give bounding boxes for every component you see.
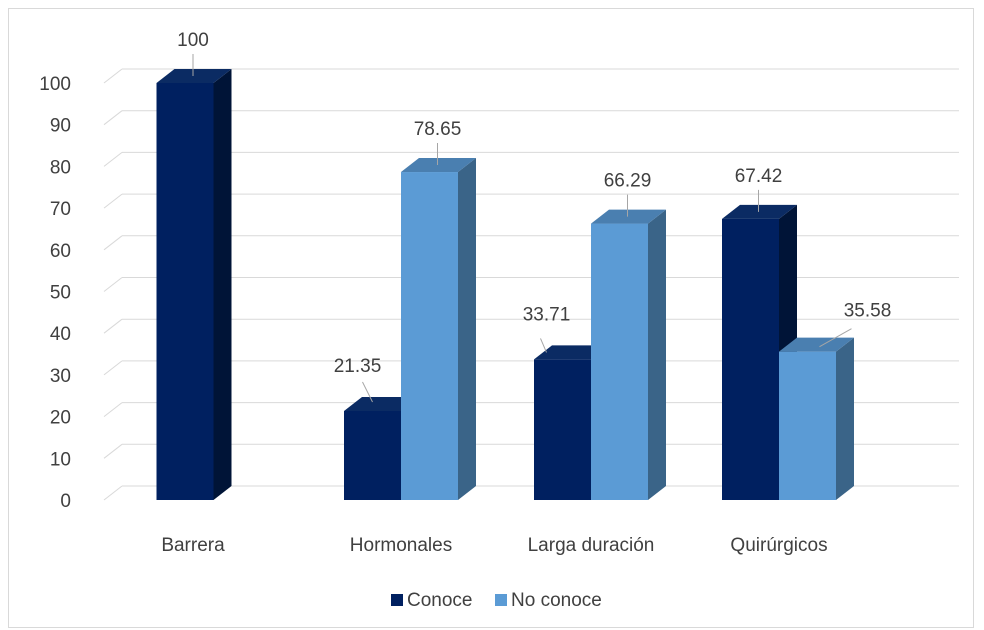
bar-front xyxy=(156,83,214,500)
bar-top xyxy=(401,158,476,173)
legend-swatch xyxy=(391,594,403,606)
bar-chart: 0 10 20 30 40 50 60 70 80 90 100 100 21.35 78.65 33.7… xyxy=(39,30,959,611)
bar-top xyxy=(591,209,666,224)
y-tick-label: 30 xyxy=(50,366,71,387)
y-tick-label: 100 xyxy=(39,74,71,95)
y-tick-label: 10 xyxy=(50,449,71,470)
gridline-depth xyxy=(103,360,123,376)
gridline-depth xyxy=(103,485,123,501)
gridline-depth xyxy=(103,235,123,251)
gridline-depth xyxy=(103,443,123,459)
x-category-label: Larga duración xyxy=(528,535,655,556)
data-label: 67.42 xyxy=(735,166,783,187)
bar-front xyxy=(779,351,836,500)
y-tick-label: 50 xyxy=(50,283,71,304)
bar-front xyxy=(722,218,779,501)
leader-line xyxy=(362,381,373,403)
legend-label: Conoce xyxy=(407,590,473,611)
data-labels: 100 21.35 78.65 33.71 66.29 67.42 35.58 xyxy=(177,30,892,403)
gridline-depth xyxy=(103,193,123,209)
y-tick-label: 60 xyxy=(50,241,71,262)
bar-top xyxy=(722,204,797,219)
leader-line xyxy=(819,328,852,348)
bar-no-conoce xyxy=(591,209,666,501)
data-label: 100 xyxy=(177,30,209,51)
x-category-label: Barrera xyxy=(161,535,225,556)
gridline-depth xyxy=(103,152,123,167)
x-category-label: Quirúrgicos xyxy=(730,535,827,556)
bar-front xyxy=(401,172,458,501)
x-category-label: Hormonales xyxy=(350,535,452,556)
data-label: 21.35 xyxy=(334,356,382,377)
gridline-depth xyxy=(103,402,123,417)
bar-conoce xyxy=(156,69,232,500)
x-axis-categories: Barrera Hormonales Larga duración Quirúrgic… xyxy=(161,535,827,556)
leader-line xyxy=(540,338,547,353)
bars xyxy=(156,69,854,501)
gridline-depth xyxy=(103,68,123,84)
legend-swatch xyxy=(495,594,507,606)
bar-no-conoce xyxy=(401,158,476,501)
y-tick-label: 0 xyxy=(60,491,71,512)
gridline-depth xyxy=(103,277,123,292)
legend: Conoce No conoce xyxy=(391,590,602,611)
data-label: 35.58 xyxy=(844,301,892,322)
bar-front xyxy=(591,223,648,501)
data-label: 33.71 xyxy=(523,304,571,325)
y-tick-label: 40 xyxy=(50,324,71,345)
bar-top xyxy=(344,396,419,411)
y-tick-label: 80 xyxy=(50,157,71,178)
gridline-depth xyxy=(103,110,123,126)
chart-frame: 0 10 20 30 40 50 60 70 80 90 100 100 21.35 78.65 33.7… xyxy=(8,8,974,628)
y-tick-label: 90 xyxy=(50,116,71,137)
bar-side xyxy=(213,69,232,500)
y-tick-label: 20 xyxy=(50,408,71,429)
gridline-depth xyxy=(103,318,123,334)
bar-side xyxy=(458,158,476,501)
bar-front xyxy=(534,359,591,500)
bar-side xyxy=(836,337,854,500)
bar-no-conoce xyxy=(779,337,854,500)
y-axis-ticks: 0 10 20 30 40 50 60 70 80 90 100 xyxy=(39,74,71,512)
data-label: 66.29 xyxy=(604,171,652,192)
bar-top xyxy=(534,345,609,360)
bar-top xyxy=(156,69,232,83)
bar-top xyxy=(779,337,854,352)
bar-front xyxy=(344,410,401,500)
y-tick-label: 70 xyxy=(50,199,71,220)
bar-side xyxy=(648,209,666,501)
data-label: 78.65 xyxy=(414,119,462,140)
legend-label: No conoce xyxy=(511,590,602,611)
